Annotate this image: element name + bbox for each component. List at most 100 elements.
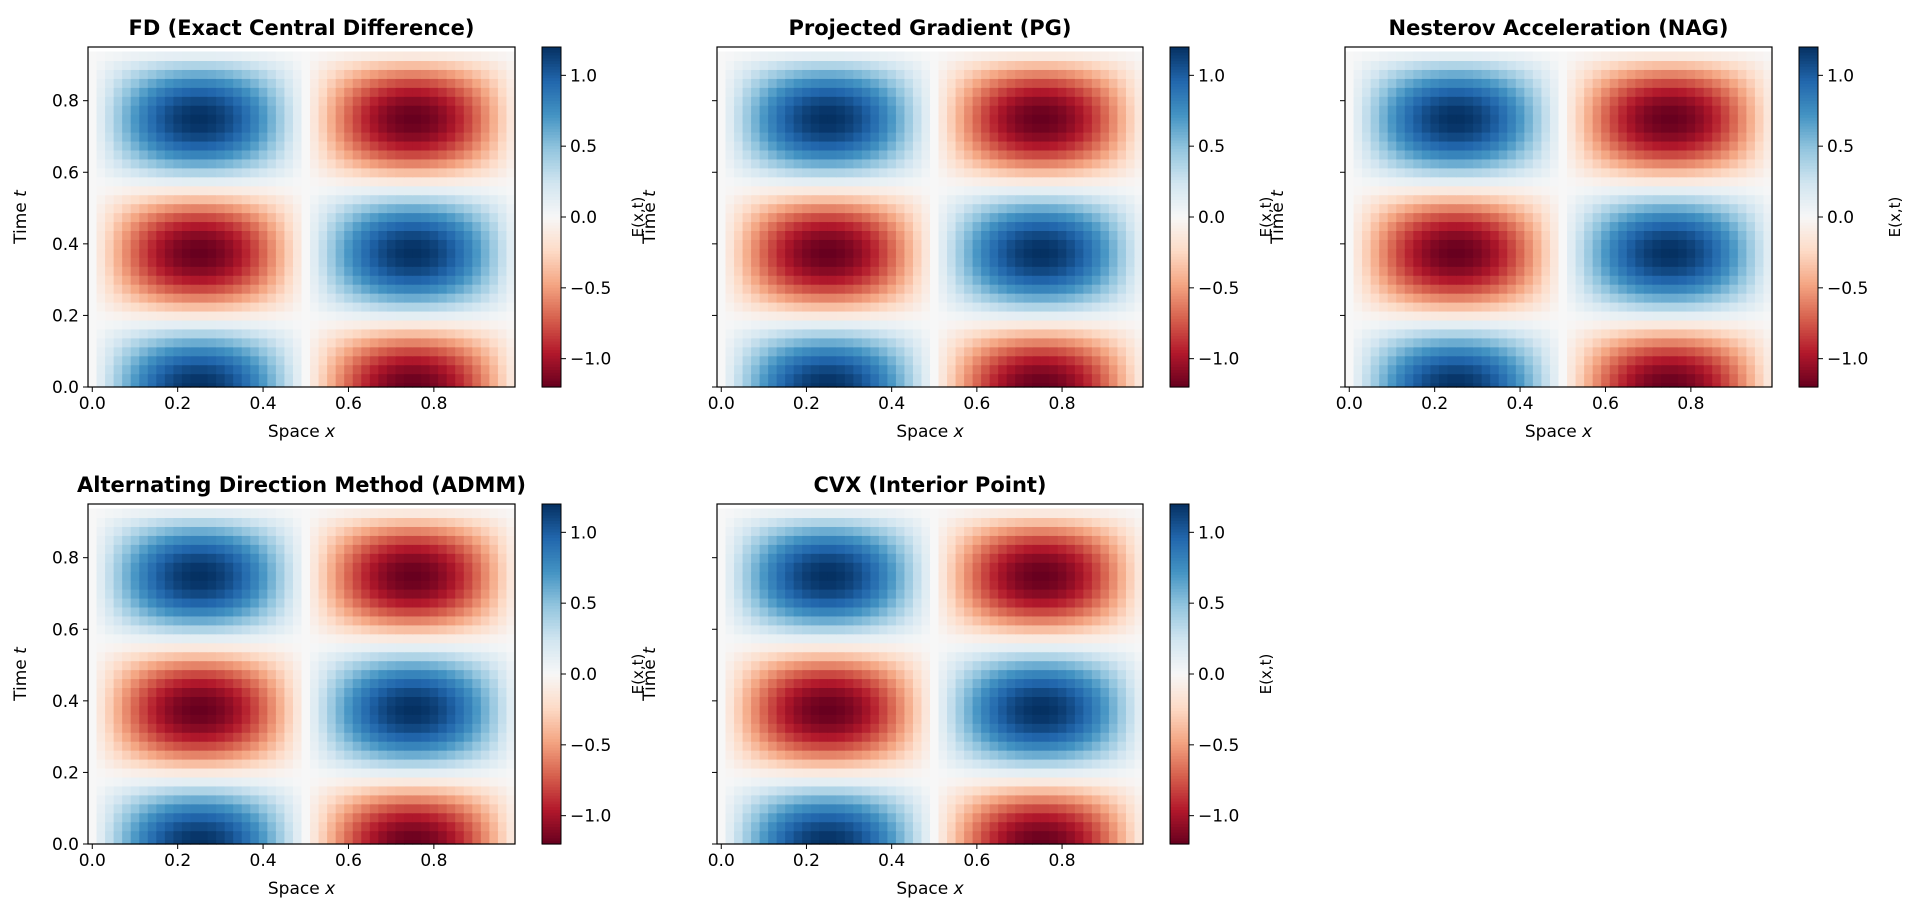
heatmap-cell (1345, 337, 1355, 348)
heatmap-cell (275, 284, 286, 294)
heatmap-cell (810, 293, 820, 303)
heatmap-cell (1413, 266, 1423, 276)
heatmap-cell (275, 78, 286, 88)
heatmap-cell (241, 337, 251, 348)
heatmap-cell (1618, 355, 1628, 366)
heatmap-cell (335, 140, 345, 151)
heatmap-cell (130, 230, 140, 240)
heatmap-cell (164, 364, 174, 375)
heatmap-cell (1362, 239, 1372, 249)
heatmap-cell (506, 346, 516, 357)
heatmap-cell (904, 221, 914, 232)
heatmap-cell (853, 114, 863, 124)
heatmap-cell (819, 221, 829, 232)
heatmap-cell (853, 221, 863, 232)
heatmap-cell (1609, 373, 1619, 384)
heatmap-cell (1083, 176, 1093, 187)
heatmap-cell (1083, 132, 1093, 142)
heatmap-cell (1703, 373, 1713, 384)
heatmap-cell (921, 78, 931, 88)
heatmap-cell (895, 212, 906, 223)
heatmap-cell (1695, 373, 1705, 384)
heatmap-cell (768, 185, 778, 196)
heatmap-cell (921, 266, 931, 276)
heatmap-cell (344, 140, 354, 151)
heatmap-cell (972, 132, 982, 142)
heatmap-cell (1066, 212, 1076, 223)
heatmap-cell (785, 293, 795, 303)
heatmap-cell (1635, 364, 1645, 375)
heatmap-cell (275, 248, 286, 258)
heatmap-cell (258, 132, 268, 142)
heatmap-cell (241, 293, 251, 303)
heatmap-cell (887, 382, 897, 388)
heatmap-cell (1447, 239, 1457, 249)
heatmap-cell (310, 373, 320, 384)
heatmap-cell (275, 149, 286, 160)
heatmap-cell (1100, 302, 1110, 312)
heatmap-cell (1074, 319, 1084, 330)
heatmap-cell (836, 248, 846, 258)
heatmap-cell (421, 167, 431, 178)
heatmap-cell (742, 185, 752, 196)
heatmap-cell (1006, 167, 1016, 178)
heatmap-cell (455, 51, 465, 62)
heatmap-cell (751, 149, 761, 160)
heatmap-cell (429, 105, 439, 115)
heatmap-cell (335, 176, 345, 187)
heatmap-cell (1473, 319, 1483, 330)
heatmap-cell (1066, 167, 1076, 178)
heatmap-cell (1362, 346, 1372, 357)
heatmap-cell (1703, 284, 1713, 294)
heatmap-cell (1370, 239, 1380, 249)
colorbar-segment (542, 364, 561, 368)
heatmap-cell (1618, 293, 1628, 303)
heatmap-cell (395, 302, 405, 312)
heatmap-cell (1125, 239, 1136, 249)
heatmap-cell (344, 293, 354, 303)
heatmap-cell (1549, 257, 1560, 267)
heatmap-cell (480, 60, 490, 70)
heatmap-cell (267, 78, 277, 88)
heatmap-cell (1117, 176, 1127, 187)
heatmap-cell (156, 132, 166, 142)
heatmap-cell (981, 293, 991, 303)
heatmap-cell (1040, 284, 1050, 294)
heatmap-cell (887, 284, 897, 294)
heatmap-cell (1117, 114, 1127, 124)
x-tick-label: 0.0 (79, 394, 106, 414)
colorbar-segment (1170, 117, 1189, 122)
heatmap-cell (472, 266, 482, 276)
heatmap-cell (489, 337, 499, 348)
heatmap-cell (480, 266, 490, 276)
heatmap-cell (412, 60, 422, 70)
heatmap-cell (912, 176, 923, 187)
heatmap-cell (412, 337, 422, 348)
heatmap-cell (1584, 355, 1594, 366)
heatmap-cell (421, 60, 431, 70)
heatmap-cell (1370, 293, 1380, 303)
heatmap-cell (1091, 284, 1101, 294)
heatmap-cell (105, 302, 115, 312)
heatmap-cell (216, 194, 226, 205)
heatmap-cell (1015, 310, 1025, 321)
heatmap-cell (1575, 346, 1585, 357)
heatmap-cell (497, 257, 508, 267)
heatmap-cell (1049, 149, 1059, 160)
heatmap-cell (344, 302, 354, 312)
heatmap-cell (785, 248, 795, 258)
heatmap-cell (267, 310, 277, 321)
heatmap-cell (1712, 328, 1722, 339)
heatmap-cell (1695, 293, 1705, 303)
heatmap-cell (836, 167, 846, 178)
heatmap-cell (1117, 266, 1127, 276)
heatmap-cell (1558, 284, 1568, 294)
heatmap-cell (1584, 302, 1594, 312)
heatmap-cell (96, 364, 106, 375)
heatmap-cell (403, 382, 414, 388)
colorbar-segment (1170, 177, 1189, 181)
heatmap-cell (1456, 284, 1466, 294)
heatmap-cell (981, 149, 991, 160)
heatmap-cell (292, 87, 303, 97)
heatmap-cell (947, 60, 957, 70)
